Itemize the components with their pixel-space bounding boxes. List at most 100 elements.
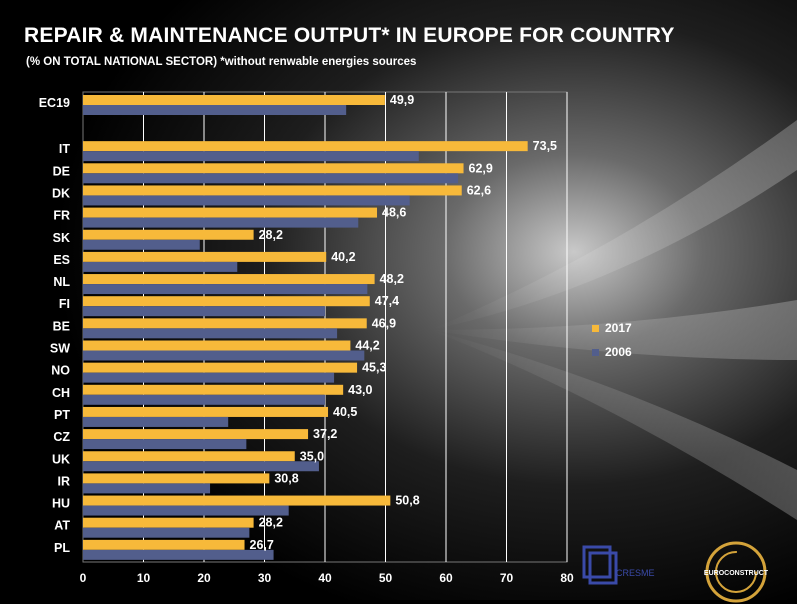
category-label: FI (59, 297, 70, 311)
bar-2017 (83, 517, 254, 528)
data-label-2017: 62,9 (469, 161, 493, 175)
cresme-logo-text: CRESME (616, 568, 655, 578)
bar-2017 (83, 274, 375, 285)
bar-2017 (83, 229, 254, 240)
legend-label-2017: 2017 (605, 321, 632, 335)
data-label-2017: 50,8 (395, 494, 419, 508)
data-label-2017: 37,2 (313, 427, 337, 441)
data-label-2017: 28,2 (259, 228, 283, 242)
bar-2017 (83, 163, 464, 174)
bar-2006 (83, 461, 319, 472)
data-label-2017: 40,5 (333, 405, 357, 419)
x-tick-label: 70 (500, 571, 514, 585)
euroconstruct-logo: EUROCONSTRUCT (704, 541, 768, 603)
bar-2006 (83, 505, 289, 516)
category-label: NO (51, 364, 70, 378)
category-label: BE (53, 319, 70, 333)
bar-2017 (83, 362, 358, 373)
bar-2006 (83, 549, 274, 560)
bar-2017 (83, 141, 528, 152)
bar-2017 (83, 384, 344, 395)
cresme-logo (582, 545, 618, 585)
bar-2017 (83, 473, 270, 484)
category-label: DK (52, 186, 70, 200)
category-label: EC19 (39, 96, 70, 110)
bar-2006 (83, 483, 211, 494)
svg-text:EUROCONSTRUCT: EUROCONSTRUCT (704, 570, 768, 577)
category-label: PT (54, 408, 70, 422)
data-label-2017: 30,8 (274, 471, 298, 485)
bar-2017 (83, 429, 309, 440)
data-label-2017: 40,2 (331, 250, 355, 264)
category-label: HU (52, 497, 70, 511)
bar-2006 (83, 372, 335, 383)
bar-2006 (83, 217, 359, 228)
bar-2006 (83, 394, 325, 405)
bar-2006 (83, 239, 200, 250)
x-tick-label: 10 (137, 571, 151, 585)
data-label-2017: 28,2 (259, 516, 283, 530)
data-label-2017: 35,0 (300, 449, 324, 463)
category-label: ES (53, 253, 70, 267)
x-tick-label: 60 (439, 571, 453, 585)
legend-label-2006: 2006 (605, 345, 632, 359)
bar-2017 (83, 539, 245, 550)
data-label-2017: 46,9 (372, 316, 396, 330)
category-label: DE (53, 164, 70, 178)
legend-item-2006: 2006 (592, 340, 632, 364)
bar-2006 (83, 195, 410, 206)
bar-2017 (83, 95, 385, 105)
category-label: UK (52, 452, 70, 466)
bar-2017 (83, 207, 378, 218)
category-label: NL (53, 275, 70, 289)
category-label: IR (58, 474, 71, 488)
category-label: SK (53, 231, 70, 245)
chart-subtitle: (% ON TOTAL NATIONAL SECTOR) *without re… (26, 56, 417, 68)
chart-title: REPAIR & MAINTENANCE OUTPUT* IN EUROPE F… (24, 24, 675, 47)
data-label-2017: 26,7 (250, 538, 274, 552)
bar-2006 (83, 105, 347, 115)
x-tick-label: 40 (318, 571, 332, 585)
bar-2006 (83, 284, 368, 295)
data-label-2017: 47,4 (375, 294, 399, 308)
bar-2006 (83, 173, 459, 184)
x-tick-label: 20 (197, 571, 211, 585)
bar-2006 (83, 261, 238, 272)
bar-2006 (83, 527, 250, 538)
data-label-2017: 44,2 (355, 339, 379, 353)
bar-2017 (83, 296, 370, 307)
x-tick-label: 80 (560, 571, 574, 585)
legend-swatch-2006 (592, 348, 599, 356)
bar-2006 (83, 328, 338, 339)
legend-item-2017: 2017 (592, 316, 632, 340)
legend-swatch-2017 (592, 324, 599, 332)
bar-2006 (83, 151, 419, 162)
x-tick-label: 0 (80, 571, 87, 585)
data-label-2017: 73,5 (533, 139, 557, 153)
category-label: AT (54, 519, 70, 533)
bar-2017 (83, 251, 327, 262)
data-label-2017: 48,2 (380, 272, 404, 286)
category-label: IT (59, 142, 70, 156)
category-label: CZ (53, 430, 70, 444)
data-label-2017: 45,3 (362, 361, 386, 375)
x-tick-label: 50 (379, 571, 393, 585)
bar-2017 (83, 451, 295, 462)
category-label: FR (53, 209, 70, 223)
category-label: SW (50, 342, 70, 356)
data-label-2017: 43,0 (348, 383, 372, 397)
category-label: CH (52, 386, 70, 400)
bar-2006 (83, 416, 229, 427)
bar-2006 (83, 439, 247, 450)
category-label: PL (54, 541, 70, 555)
bar-2017 (83, 495, 391, 506)
bar-2017 (83, 406, 329, 417)
bar-2006 (83, 350, 365, 361)
data-label-2017: 49,9 (390, 93, 414, 107)
data-label-2017: 48,6 (382, 206, 406, 220)
x-tick-label: 30 (258, 571, 272, 585)
chart-legend: 2017 2006 (592, 316, 632, 364)
bar-2006 (83, 306, 325, 317)
data-label-2017: 62,6 (467, 183, 491, 197)
